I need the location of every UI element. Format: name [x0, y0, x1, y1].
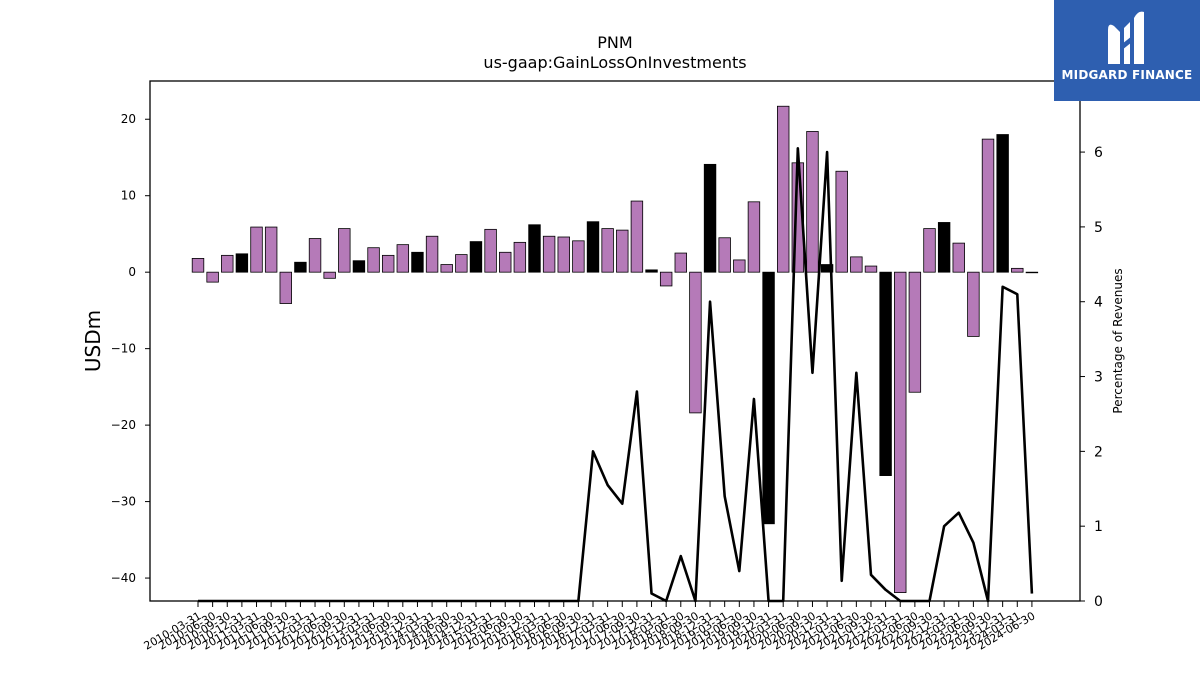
bar: [381, 254, 395, 273]
bar: [894, 271, 907, 593]
bar: [879, 271, 892, 476]
y2-tick-label: 5: [1094, 220, 1103, 236]
bar: [279, 271, 292, 304]
bar: [264, 226, 278, 273]
bar: [820, 264, 834, 273]
bar: [323, 271, 336, 279]
bar: [762, 271, 775, 525]
bar: [367, 247, 380, 273]
y-tick-label: 20: [121, 112, 136, 126]
bar: [352, 260, 366, 273]
brand-logo: MIDGARD FINANCE: [1054, 0, 1200, 101]
bar: [191, 258, 205, 273]
bar: [411, 251, 424, 273]
bar: [586, 221, 600, 273]
bar: [206, 271, 219, 283]
bar: [396, 244, 410, 273]
bar: [250, 226, 263, 273]
y2-tick-label: 2: [1094, 444, 1103, 460]
bar: [850, 256, 863, 273]
y-tick-label: 0: [128, 265, 136, 279]
bar: [455, 254, 468, 273]
x-ticks: 2010-03-312010-06-302010-09-302010-12-31…: [142, 601, 1037, 653]
y-ticks: −40 −30 −20 −10 0 10 20: [111, 112, 150, 585]
bars-layer: [191, 105, 1039, 593]
bar: [1011, 267, 1024, 273]
y-tick-label: −10: [111, 342, 136, 356]
bar: [513, 241, 527, 273]
bar: [528, 224, 541, 273]
bar: [294, 261, 307, 273]
midgard-m-icon: [1108, 11, 1144, 65]
bar: [235, 253, 249, 273]
bar: [484, 228, 497, 273]
bar: [718, 237, 731, 273]
bar: [469, 241, 483, 273]
bar: [806, 131, 819, 273]
bar: [601, 228, 614, 273]
y-tick-label: −30: [111, 495, 136, 509]
bar: [747, 201, 761, 273]
bar: [659, 271, 673, 287]
bar: [923, 228, 936, 273]
chart-subtitle: us-gaap:GainLossOnInvestments: [483, 53, 746, 72]
bar: [937, 222, 951, 273]
bar: [440, 264, 453, 273]
y-tick-label: −20: [111, 418, 136, 432]
bar: [572, 240, 585, 273]
y2-axis-label: Percentage of Revenues: [1111, 268, 1125, 413]
bar: [499, 251, 512, 273]
series-line: [198, 147, 1034, 603]
line-layer: [198, 147, 1034, 603]
y2-ticks: 0 1 2 3 4 5 6: [1080, 145, 1103, 610]
bar: [908, 271, 922, 393]
bar: [425, 235, 439, 273]
bar: [308, 238, 322, 273]
bar: [645, 269, 658, 273]
chart-title: PNM: [597, 33, 632, 52]
bar: [864, 265, 878, 273]
bar: [835, 170, 848, 273]
brand-name: MIDGARD FINANCE: [1061, 68, 1193, 82]
y2-tick-label: 1: [1094, 519, 1103, 535]
y-tick-label: −40: [111, 571, 136, 585]
bar: [703, 163, 717, 273]
bar: [630, 200, 644, 273]
bar: [221, 254, 234, 273]
y2-tick-label: 0: [1094, 594, 1103, 610]
y2-tick-label: 4: [1094, 295, 1103, 311]
bar: [542, 235, 556, 273]
plot-frame: [149, 80, 1081, 602]
bar: [967, 271, 980, 337]
bar: [689, 271, 702, 414]
bar: [777, 105, 790, 273]
bar: [338, 228, 351, 273]
y2-tick-label: 3: [1094, 370, 1103, 386]
y2-tick-label: 6: [1094, 145, 1103, 161]
bar: [996, 134, 1009, 273]
y-tick-label: 10: [121, 189, 136, 203]
bar: [674, 252, 687, 273]
bar: [733, 259, 746, 273]
bar: [1025, 271, 1039, 274]
y-axis-label: USDm: [81, 310, 105, 372]
bar: [981, 138, 995, 273]
bar: [557, 236, 570, 273]
bar: [952, 242, 965, 273]
bar: [616, 229, 629, 273]
